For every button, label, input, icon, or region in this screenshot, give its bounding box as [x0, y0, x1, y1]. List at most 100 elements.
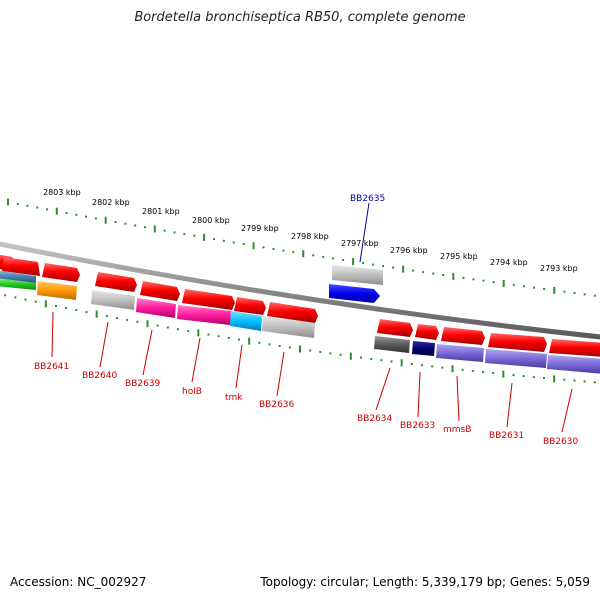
- callout-line: [235, 344, 243, 389]
- scale-minor-tick: [431, 365, 434, 368]
- kbp-label: 2801 kbp: [142, 207, 180, 216]
- gene-box-bb2635-upper[interactable]: [332, 265, 383, 285]
- scale-minor-tick: [85, 311, 88, 314]
- gene-box[interactable]: [547, 355, 600, 374]
- scale-minor-tick: [262, 246, 265, 249]
- callout-line: [142, 329, 153, 376]
- gene-arrow[interactable]: [2, 257, 40, 276]
- gene-box[interactable]: [230, 311, 262, 331]
- gene-label[interactable]: BB2636: [259, 400, 295, 410]
- scale-minor-tick: [166, 326, 169, 329]
- callout-line: [359, 202, 370, 263]
- gene-box[interactable]: [0, 270, 36, 283]
- scale-minor-tick: [268, 343, 271, 346]
- scale-minor-tick: [187, 330, 190, 333]
- kbp-label: 2803 kbp: [43, 188, 81, 197]
- scale-minor-tick: [522, 375, 525, 378]
- scale-minor-tick: [309, 349, 312, 352]
- scale-minor-tick: [26, 204, 29, 207]
- gene-arrow[interactable]: [488, 333, 547, 352]
- kbp-label: 2796 kbp: [390, 246, 428, 255]
- scale-minor-tick: [573, 292, 576, 295]
- kbp-label: 2798 kbp: [291, 232, 329, 241]
- gene-box[interactable]: [262, 316, 315, 338]
- scale-minor-tick: [193, 234, 196, 237]
- scale-minor-tick: [472, 278, 475, 281]
- callout-line: [506, 382, 513, 428]
- gene-arrow[interactable]: [415, 324, 439, 340]
- scale-minor-tick: [362, 262, 365, 265]
- scale-minor-tick: [421, 364, 423, 367]
- scale-minor-tick: [412, 269, 415, 272]
- scale-minor-tick: [512, 283, 515, 286]
- scale-minor-tick: [278, 344, 281, 347]
- gene-arrow[interactable]: [549, 339, 600, 357]
- genome-title: Bordetella bronchiseptica RB50, complete…: [134, 10, 466, 25]
- scale-minor-tick: [360, 356, 362, 359]
- scale-minor-tick: [380, 359, 383, 362]
- gene-label[interactable]: BB2630: [543, 437, 579, 447]
- scale-minor-tick: [441, 366, 444, 369]
- gene-arrow[interactable]: [95, 272, 137, 292]
- callout-line: [456, 375, 460, 422]
- scale-minor-tick: [312, 254, 315, 257]
- gene-box[interactable]: [485, 349, 547, 368]
- gene-label[interactable]: BB2639: [125, 379, 161, 389]
- scale-minor-tick: [482, 279, 485, 282]
- gene-label[interactable]: tmk: [225, 393, 243, 403]
- gene-label[interactable]: holB: [182, 387, 202, 397]
- scale-minor-tick: [442, 273, 445, 276]
- gene-box[interactable]: [436, 344, 484, 362]
- scale-minor-tick: [432, 272, 435, 275]
- scale-minor-tick: [563, 378, 566, 381]
- kbp-label: 2793 kbp: [540, 264, 578, 273]
- upper-gene-track: [0, 254, 600, 357]
- gene-arrow-bb2635[interactable]: [329, 284, 380, 303]
- scale-minor-tick: [242, 243, 245, 246]
- gene-box[interactable]: [177, 305, 231, 325]
- gene-label[interactable]: mmsB: [443, 425, 471, 435]
- scale-minor-tick: [85, 215, 88, 218]
- kbp-label: 2797 kbp: [341, 239, 379, 248]
- gene-arrow[interactable]: [234, 297, 266, 315]
- gene-arrow[interactable]: [42, 263, 80, 282]
- scale-minor-tick: [422, 271, 425, 274]
- gene-box[interactable]: [136, 298, 176, 318]
- scale-minor-tick: [543, 288, 546, 291]
- gene-label[interactable]: BB2634: [357, 414, 393, 424]
- highlight-gene-label[interactable]: BB2635: [350, 194, 385, 204]
- scale-minor-tick: [543, 376, 545, 379]
- gene-box[interactable]: [0, 278, 36, 290]
- gene-label[interactable]: BB2640: [82, 371, 118, 381]
- scale-minor-tick: [593, 294, 596, 297]
- kbp-label: 2794 kbp: [490, 258, 528, 267]
- scale-minor-tick: [34, 300, 37, 303]
- scale-minor-tick: [410, 363, 413, 366]
- gene-box[interactable]: [37, 281, 77, 300]
- scale-minor-tick: [392, 266, 395, 269]
- gene-arrow[interactable]: [182, 289, 235, 310]
- gene-arrow[interactable]: [377, 319, 413, 337]
- gene-arrow[interactable]: [267, 302, 318, 323]
- scale-minor-tick: [288, 346, 291, 349]
- genome-backbone: [0, 241, 600, 340]
- gene-box[interactable]: [91, 290, 135, 310]
- gene-arrow[interactable]: [441, 327, 485, 345]
- scale-minor-tick: [593, 381, 596, 384]
- callout-line: [417, 371, 421, 418]
- gene-label[interactable]: BB2631: [489, 431, 524, 441]
- gene-box[interactable]: [412, 341, 435, 356]
- scale-minor-tick: [390, 360, 393, 363]
- scale-minor-tick: [14, 296, 17, 299]
- scale-minor-tick: [292, 251, 295, 254]
- gene-box[interactable]: [374, 336, 410, 353]
- gene-label[interactable]: BB2633: [400, 421, 435, 431]
- scale-minor-tick: [156, 324, 159, 327]
- scale-minor-tick: [461, 368, 464, 371]
- gene-arrow[interactable]: [140, 281, 180, 301]
- scale-minor-tick: [126, 318, 129, 321]
- highlight-gene-callout[interactable]: BB2635: [350, 194, 385, 263]
- kbp-label: 2802 kbp: [92, 198, 130, 207]
- gene-label[interactable]: BB2641: [34, 362, 69, 372]
